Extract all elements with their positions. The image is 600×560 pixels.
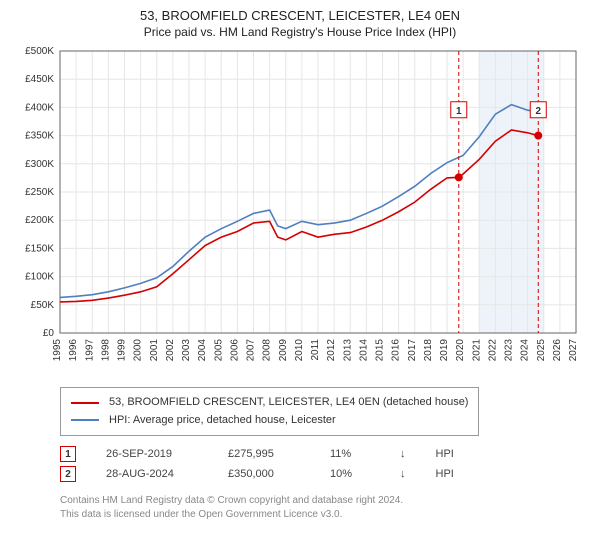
marker-chip: 1 (60, 446, 76, 462)
svg-text:2025: 2025 (536, 339, 547, 362)
svg-text:£400K: £400K (25, 102, 54, 113)
svg-text:2017: 2017 (407, 339, 418, 362)
svg-text:£250K: £250K (25, 187, 54, 198)
legend-label: 53, BROOMFIELD CRESCENT, LEICESTER, LE4 … (109, 394, 468, 412)
svg-text:2016: 2016 (391, 339, 402, 362)
legend-row: HPI: Average price, detached house, Leic… (71, 412, 468, 430)
svg-text:£0: £0 (43, 328, 55, 339)
marker-row: 2 28-AUG-2024 £350,000 10% ↓ HPI (60, 464, 588, 484)
chart-subtitle: Price paid vs. HM Land Registry's House … (12, 25, 588, 39)
marker-pct: 10% (330, 468, 370, 480)
svg-text:£50K: £50K (31, 300, 55, 311)
svg-text:£200K: £200K (25, 215, 54, 226)
marker-table: 1 26-SEP-2019 £275,995 11% ↓ HPI 2 28-AUG-2024 £… (60, 444, 588, 484)
svg-text:2019: 2019 (439, 339, 450, 362)
marker-price: £350,000 (228, 468, 300, 480)
svg-text:£300K: £300K (25, 159, 54, 170)
marker-date: 26-SEP-2019 (106, 448, 198, 460)
svg-text:£100K: £100K (25, 272, 54, 283)
svg-text:2023: 2023 (504, 339, 515, 362)
marker-price: £275,995 (228, 448, 300, 460)
svg-text:2006: 2006 (229, 339, 240, 362)
footer-line-1: Contains HM Land Registry data © Crown c… (60, 494, 580, 508)
svg-text:2022: 2022 (487, 339, 498, 362)
svg-text:2010: 2010 (294, 339, 305, 362)
plot-area: £0 £50K £100K £150K £200K £250K £300K £350K £400… (12, 47, 588, 377)
marker-row: 1 26-SEP-2019 £275,995 11% ↓ HPI (60, 444, 588, 464)
svg-text:£450K: £450K (25, 74, 54, 85)
svg-text:1: 1 (456, 106, 462, 117)
legend-label: HPI: Average price, detached house, Leic… (109, 412, 336, 430)
svg-text:1996: 1996 (68, 339, 79, 362)
marker-pct: 11% (330, 448, 370, 460)
svg-text:2015: 2015 (375, 339, 386, 362)
svg-text:1998: 1998 (100, 339, 111, 362)
svg-text:2021: 2021 (471, 339, 482, 362)
svg-text:2018: 2018 (423, 339, 434, 362)
svg-text:2012: 2012 (326, 339, 337, 362)
svg-text:2008: 2008 (262, 339, 273, 362)
marker-suffix: HPI (436, 468, 454, 480)
svg-text:2026: 2026 (552, 339, 563, 362)
footer-line-2: This data is licensed under the Open Gov… (60, 508, 580, 522)
legend-swatch (71, 419, 99, 421)
chart-container: 53, BROOMFIELD CRESCENT, LEICESTER, LE4 … (0, 0, 600, 526)
svg-text:2: 2 (535, 106, 541, 117)
svg-text:2027: 2027 (568, 339, 579, 362)
svg-text:2007: 2007 (246, 339, 257, 362)
footer-attribution: Contains HM Land Registry data © Crown c… (60, 494, 580, 522)
svg-text:1995: 1995 (52, 339, 63, 362)
legend: 53, BROOMFIELD CRESCENT, LEICESTER, LE4 … (60, 387, 479, 436)
svg-text:1997: 1997 (84, 339, 95, 362)
svg-text:2001: 2001 (149, 339, 160, 362)
svg-text:2009: 2009 (278, 339, 289, 362)
arrow-down-icon: ↓ (400, 468, 406, 480)
arrow-down-icon: ↓ (400, 448, 406, 460)
chart-title: 53, BROOMFIELD CRESCENT, LEICESTER, LE4 … (12, 8, 588, 23)
svg-text:2003: 2003 (181, 339, 192, 362)
svg-text:£350K: £350K (25, 131, 54, 142)
svg-text:2004: 2004 (197, 339, 208, 362)
svg-text:2000: 2000 (133, 339, 144, 362)
svg-text:£500K: £500K (25, 47, 54, 57)
chart-svg: £0 £50K £100K £150K £200K £250K £300K £350K £400… (12, 47, 588, 377)
svg-text:2002: 2002 (165, 339, 176, 362)
svg-text:2011: 2011 (310, 339, 321, 361)
marker-date: 28-AUG-2024 (106, 468, 198, 480)
legend-row: 53, BROOMFIELD CRESCENT, LEICESTER, LE4 … (71, 394, 468, 412)
svg-text:2014: 2014 (358, 339, 369, 362)
marker-suffix: HPI (436, 448, 454, 460)
legend-swatch (71, 402, 99, 404)
svg-text:2013: 2013 (342, 339, 353, 362)
marker-chip: 2 (60, 466, 76, 482)
svg-text:1999: 1999 (117, 339, 128, 362)
svg-text:2020: 2020 (455, 339, 466, 362)
svg-text:£150K: £150K (25, 243, 54, 254)
svg-text:2024: 2024 (520, 339, 531, 362)
svg-text:2005: 2005 (213, 339, 224, 362)
